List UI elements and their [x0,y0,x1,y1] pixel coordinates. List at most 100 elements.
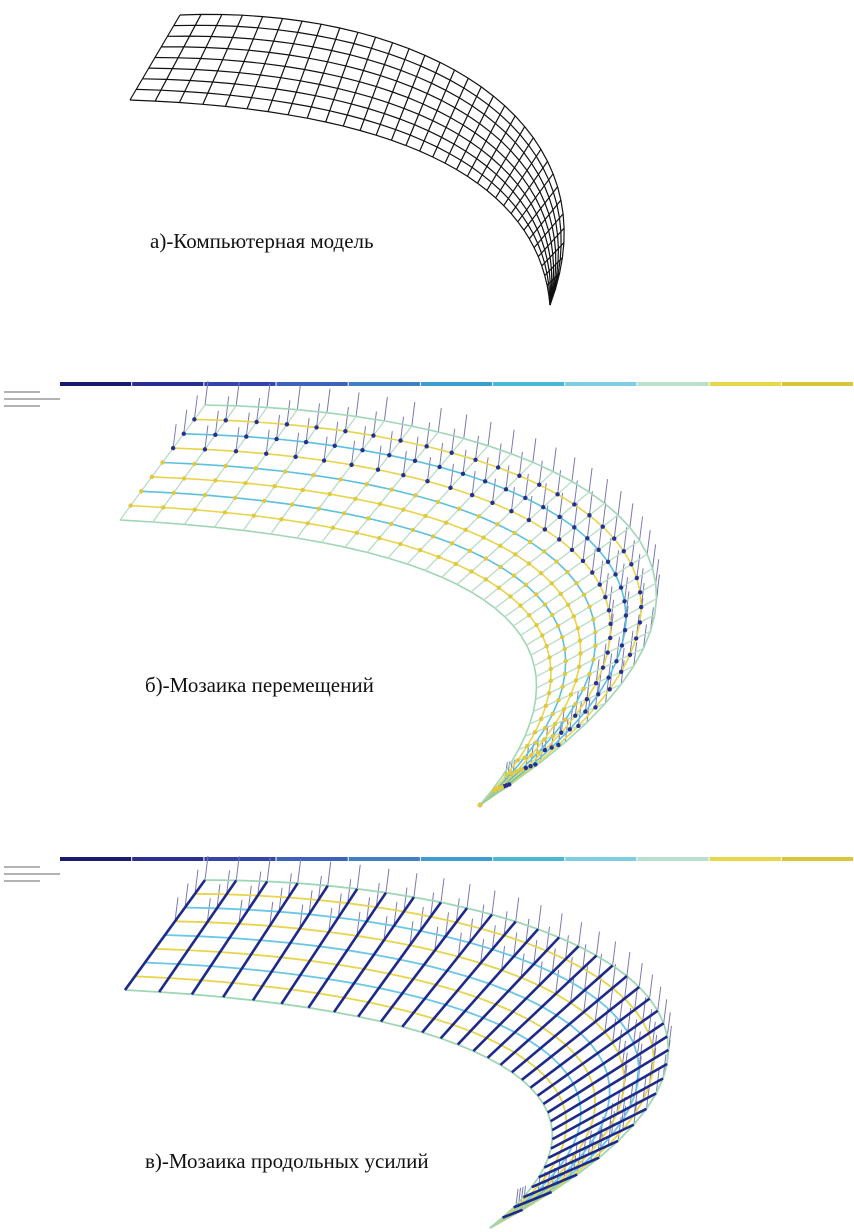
node [553,722,557,726]
load-arrow [637,554,640,578]
node [524,583,528,587]
node [576,626,580,630]
node [411,528,415,532]
node [572,502,576,506]
node [293,455,297,459]
load-arrow [492,891,495,915]
load-arrow [441,878,444,902]
node [355,531,359,535]
node [555,492,559,496]
node [560,685,564,689]
scale-segment [349,857,420,861]
node [540,633,544,637]
scale-segment [637,382,708,386]
scale-segment [204,382,275,386]
grid-line [159,880,236,992]
node [311,473,315,477]
node [606,560,610,564]
node [560,635,564,639]
node [437,465,441,469]
node [349,463,353,467]
node [559,592,563,596]
node [436,555,440,559]
node [304,440,308,444]
load-arrow [600,561,603,585]
node [171,446,175,450]
node [614,659,618,663]
node [549,745,553,749]
node [574,581,578,585]
node [161,505,165,509]
node [353,497,357,501]
node [549,679,553,683]
grid-line [457,96,494,169]
node [606,675,610,679]
node [262,499,266,503]
node [593,630,597,634]
node [524,766,528,770]
load-arrow [647,530,650,554]
node [620,643,624,647]
node [254,420,258,424]
node [301,488,305,492]
node [436,500,440,504]
load-arrow [634,1019,637,1043]
grid-line [184,434,626,805]
node [306,521,310,525]
load-arrow [653,544,656,568]
load-arrow [667,1012,670,1036]
scale-segment [493,382,564,386]
node [333,444,337,448]
load-arrow [603,503,606,527]
node [543,748,547,752]
node [591,657,595,661]
node [497,586,501,590]
node [550,712,554,716]
load-arrow [298,859,301,883]
node [481,535,485,539]
node [549,667,553,671]
node [533,741,537,745]
node [454,562,458,566]
load-arrow [559,913,562,937]
node [624,613,628,617]
node [603,595,607,599]
node [224,418,228,422]
node [139,489,143,493]
node [389,487,393,491]
node [504,487,508,491]
node [449,451,453,455]
load-arrow [357,865,360,889]
node [583,709,587,713]
node [213,433,217,437]
node [543,602,547,606]
node [623,628,627,632]
node [619,585,623,589]
scale-segment [204,857,275,861]
scale-segment [493,857,564,861]
node [509,509,513,513]
node [582,593,586,597]
node [628,653,632,657]
load-arrow [572,457,575,481]
node [470,493,474,497]
node [342,511,346,515]
node [495,522,499,526]
grid-line [125,880,205,990]
load-arrow [650,975,653,999]
node [543,726,547,730]
node [601,665,605,669]
node [424,444,428,448]
load-arrow [467,884,470,908]
grid-line [194,419,641,805]
node [638,590,642,594]
node [613,572,617,576]
node [478,803,482,807]
node [585,536,589,540]
node [213,478,217,482]
node [596,548,600,552]
node [629,562,633,566]
node [547,655,551,659]
node [461,472,465,476]
grid-line [433,78,469,157]
